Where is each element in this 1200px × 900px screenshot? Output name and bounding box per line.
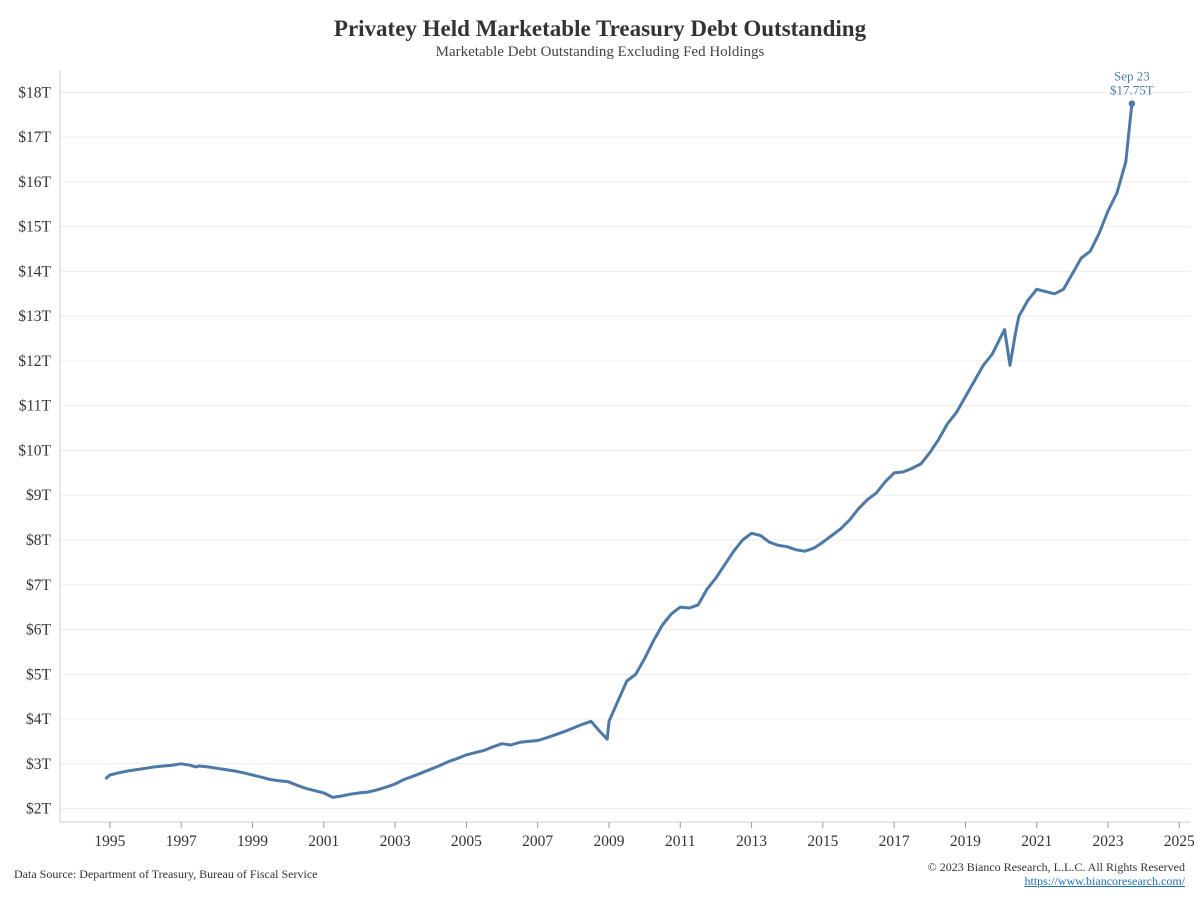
y-tick-label: $16T <box>18 174 51 191</box>
y-tick-label: $12T <box>18 353 51 370</box>
y-tick-label: $4T <box>26 711 52 728</box>
gridlines <box>60 91 1190 810</box>
annotation: Sep 23$17.75T <box>1110 69 1154 107</box>
x-tick-label: 1995 <box>94 833 125 850</box>
y-tick-label: $10T <box>18 442 51 459</box>
x-tick-label: 2001 <box>308 833 339 850</box>
x-tick-label: 2023 <box>1093 833 1124 850</box>
annotation-date: Sep 23 <box>1114 69 1150 84</box>
series-layer <box>104 102 1134 799</box>
x-tick-label: 2003 <box>380 833 411 850</box>
x-tick-label: 2025 <box>1164 833 1195 850</box>
x-tick-label: 2007 <box>522 833 553 850</box>
y-tick-label: $2T <box>26 801 52 818</box>
x-tick-label: 2005 <box>451 833 482 850</box>
debt-series-line <box>104 102 1134 799</box>
y-tick-label: $6T <box>26 622 52 639</box>
annotation-value: $17.75T <box>1110 83 1154 98</box>
y-tick-label: $15T <box>18 219 51 236</box>
website-link[interactable]: https://www.biancoresearch.com/ <box>1024 874 1185 888</box>
x-tick-label: 2011 <box>665 833 695 850</box>
x-axis-ticks: 1995 1997 1999 2001 2003 2005 2007 2009 2011 2013… <box>94 822 1195 850</box>
y-tick-label: $14T <box>18 263 51 280</box>
x-tick-label: 2009 <box>593 833 624 850</box>
x-tick-label: 2013 <box>736 833 767 850</box>
x-tick-label: 2021 <box>1021 833 1052 850</box>
x-tick-label: 2015 <box>807 833 838 850</box>
y-tick-label: $18T <box>18 84 51 101</box>
y-tick-label: $5T <box>26 666 52 683</box>
y-tick-label: $8T <box>26 532 52 549</box>
last-value-marker <box>1128 100 1136 107</box>
y-tick-label: $13T <box>18 308 51 325</box>
x-tick-label: 1999 <box>237 833 268 850</box>
axes <box>59 70 1190 823</box>
y-axis-ticks: $2T $3T $4T $5T $6T $7T $8T $9T $10T $11T $12T $13T… <box>18 84 51 817</box>
y-tick-label: $9T <box>26 487 52 504</box>
copyright-text: © 2023 Bianco Research, L.L.C. All Right… <box>927 860 1185 874</box>
copyright-block: © 2023 Bianco Research, L.L.C. All Right… <box>928 860 1185 888</box>
x-tick-label: 2019 <box>950 833 981 850</box>
x-tick-label: 2017 <box>879 833 910 850</box>
y-tick-label: $17T <box>18 129 51 146</box>
y-tick-label: $3T <box>26 756 52 773</box>
chart-subtitle: Marketable Debt Outstanding Excluding Fe… <box>435 44 765 60</box>
chart-title: Privatey Held Marketable Treasury Debt O… <box>333 16 867 41</box>
y-tick-label: $7T <box>26 577 52 594</box>
x-tick-label: 1997 <box>166 833 197 850</box>
y-tick-label: $11T <box>19 398 52 415</box>
data-source-note: Data Source: Department of Treasury, Bur… <box>14 867 318 881</box>
